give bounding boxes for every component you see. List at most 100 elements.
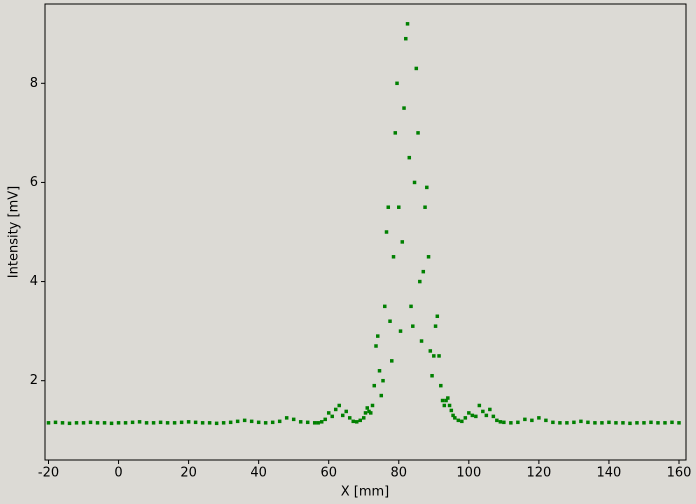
data-point bbox=[474, 414, 478, 419]
data-point bbox=[432, 354, 436, 358]
x-axis-label: X [mm] bbox=[341, 485, 390, 500]
data-point bbox=[193, 420, 198, 425]
data-point bbox=[437, 354, 441, 358]
data-point bbox=[558, 421, 562, 425]
data-point bbox=[656, 421, 660, 425]
data-point bbox=[421, 269, 426, 274]
data-point bbox=[391, 255, 396, 259]
data-point bbox=[435, 314, 440, 319]
data-point bbox=[351, 419, 355, 424]
data-point bbox=[291, 417, 296, 422]
data-point bbox=[621, 421, 625, 425]
data-point bbox=[67, 421, 72, 426]
data-point bbox=[319, 420, 324, 424]
data-point bbox=[411, 324, 415, 328]
data-point bbox=[376, 334, 380, 338]
data-point bbox=[402, 106, 406, 110]
data-point bbox=[516, 420, 520, 425]
x-tick-label: 160 bbox=[667, 466, 692, 481]
data-point bbox=[404, 36, 408, 41]
data-point bbox=[586, 420, 590, 425]
data-point bbox=[179, 420, 184, 425]
data-point bbox=[677, 421, 681, 425]
data-point bbox=[390, 359, 394, 363]
data-point bbox=[398, 329, 403, 333]
data-point bbox=[544, 418, 548, 423]
data-point bbox=[337, 403, 341, 408]
data-point bbox=[340, 413, 345, 418]
data-point bbox=[386, 205, 391, 209]
data-point bbox=[530, 418, 534, 423]
data-point bbox=[109, 421, 114, 426]
data-point bbox=[388, 319, 392, 323]
data-point bbox=[53, 420, 58, 425]
data-point bbox=[372, 383, 377, 388]
data-point bbox=[316, 421, 320, 425]
data-point bbox=[172, 421, 177, 425]
data-point bbox=[395, 81, 399, 86]
data-point bbox=[369, 411, 373, 415]
data-point bbox=[144, 421, 149, 425]
data-point bbox=[463, 416, 468, 420]
data-point bbox=[384, 230, 389, 234]
data-point bbox=[423, 205, 427, 209]
data-point bbox=[446, 396, 450, 400]
data-point bbox=[551, 420, 555, 425]
data-point bbox=[405, 22, 410, 26]
data-point bbox=[344, 409, 348, 414]
data-point bbox=[444, 398, 448, 403]
data-point bbox=[323, 417, 327, 422]
data-point bbox=[442, 403, 447, 408]
plot-area bbox=[44, 3, 687, 461]
data-point bbox=[412, 180, 417, 185]
data-point bbox=[400, 240, 405, 244]
data-point bbox=[151, 421, 156, 425]
y-axis-label: Intensity [mV] bbox=[7, 186, 22, 278]
data-point bbox=[430, 373, 434, 378]
data-point bbox=[116, 421, 121, 425]
data-point bbox=[593, 421, 597, 425]
y-tick-label: 8 bbox=[30, 76, 38, 91]
data-point bbox=[383, 304, 387, 309]
x-tick-label: -20 bbox=[38, 466, 59, 481]
data-point bbox=[491, 414, 496, 419]
data-point bbox=[381, 378, 385, 383]
data-point bbox=[414, 66, 419, 71]
y-tick-label: 2 bbox=[30, 373, 38, 388]
data-point bbox=[249, 419, 254, 424]
data-point bbox=[137, 420, 142, 424]
data-point bbox=[447, 403, 452, 408]
data-point bbox=[407, 155, 412, 160]
data-point bbox=[426, 255, 431, 259]
data-point bbox=[374, 344, 378, 348]
data-point bbox=[607, 420, 611, 425]
data-point bbox=[397, 205, 401, 209]
data-point bbox=[379, 393, 384, 398]
data-point bbox=[393, 131, 398, 135]
data-point bbox=[451, 413, 455, 418]
data-point bbox=[242, 418, 247, 423]
data-point bbox=[628, 421, 632, 426]
data-point bbox=[377, 369, 382, 373]
data-point bbox=[565, 421, 569, 425]
data-point bbox=[330, 414, 334, 419]
data-point bbox=[449, 408, 454, 413]
data-point bbox=[635, 421, 639, 425]
data-point bbox=[456, 418, 461, 423]
data-point bbox=[228, 420, 233, 425]
data-point bbox=[95, 421, 100, 425]
data-point bbox=[419, 339, 424, 343]
data-point bbox=[358, 418, 362, 423]
data-point bbox=[347, 416, 352, 420]
x-tick-label: 140 bbox=[597, 466, 622, 481]
data-point bbox=[453, 416, 457, 420]
x-tick-label: 0 bbox=[114, 466, 122, 481]
data-point bbox=[523, 417, 527, 422]
data-point bbox=[326, 411, 331, 415]
data-point bbox=[270, 420, 275, 425]
data-point bbox=[367, 409, 371, 414]
data-point bbox=[298, 420, 303, 424]
data-point bbox=[484, 413, 489, 418]
data-point bbox=[439, 383, 443, 388]
data-point bbox=[361, 416, 366, 420]
